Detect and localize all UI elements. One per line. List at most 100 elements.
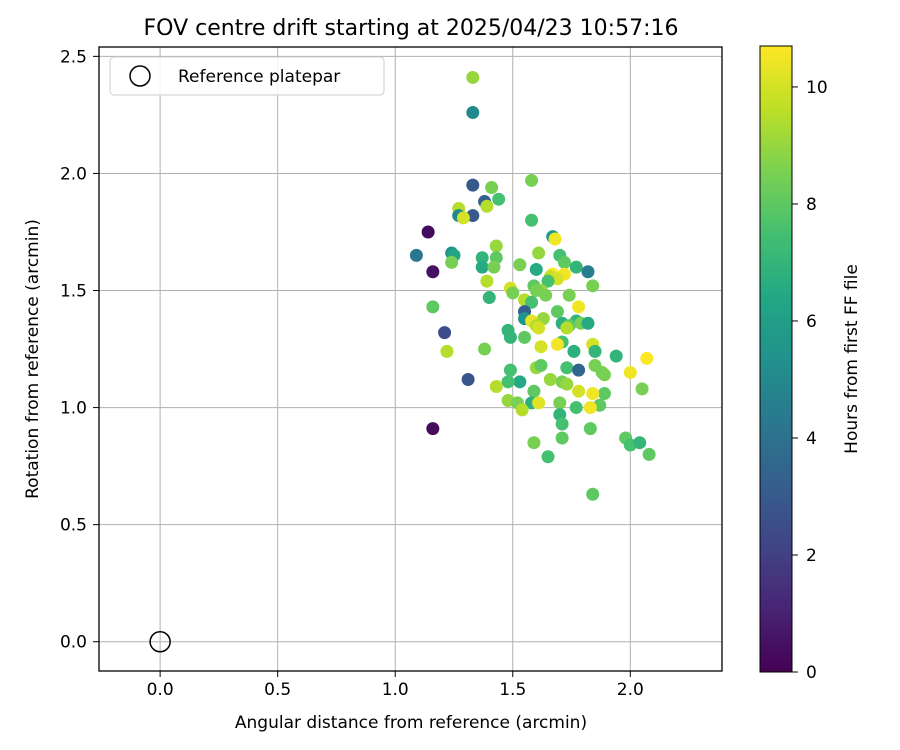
data-point: [560, 377, 574, 391]
data-point: [489, 380, 503, 394]
data-point: [440, 344, 454, 358]
data-point: [553, 396, 567, 410]
data-point: [409, 248, 423, 262]
data-point: [560, 361, 574, 375]
data-point: [550, 337, 564, 351]
data-point: [635, 382, 649, 396]
x-tick-label: 2.0: [617, 680, 644, 700]
data-point: [466, 106, 480, 120]
plot-frame: [98, 46, 723, 672]
data-point: [525, 295, 539, 309]
data-point: [489, 239, 503, 253]
data-point: [503, 363, 517, 377]
data-point: [525, 173, 539, 187]
data-point: [506, 286, 520, 300]
data-point: [532, 321, 546, 335]
data-point: [534, 340, 548, 354]
legend-label: Reference platepar: [178, 67, 340, 87]
data-point: [456, 211, 470, 225]
data-point: [557, 255, 571, 269]
data-point: [532, 246, 546, 260]
data-point: [466, 70, 480, 84]
x-tick-label: 0.5: [264, 680, 291, 700]
data-point: [518, 330, 532, 344]
data-point: [501, 375, 515, 389]
data-point: [569, 260, 583, 274]
colorbar-tick-label: 2: [806, 546, 817, 566]
y-tick-label: 2.5: [60, 47, 87, 67]
data-point: [543, 372, 557, 386]
data-point: [567, 344, 581, 358]
x-axis-label: Angular distance from reference (arcmin): [235, 713, 587, 733]
data-point: [548, 232, 562, 246]
colorbar-tick-label: 6: [806, 312, 817, 332]
data-point: [583, 401, 597, 415]
x-tick-label: 0.0: [147, 680, 174, 700]
data-point: [426, 422, 440, 436]
data-point: [539, 288, 553, 302]
data-point: [588, 344, 602, 358]
data-point: [503, 330, 517, 344]
x-tick-label: 1.0: [382, 680, 409, 700]
data-point: [466, 178, 480, 192]
data-point: [515, 403, 529, 417]
chart-title: FOV centre drift starting at 2025/04/23 …: [144, 16, 679, 41]
data-point: [609, 349, 623, 363]
colorbar-tick-label: 0: [806, 663, 817, 683]
data-point: [527, 436, 541, 450]
data-point: [426, 300, 440, 314]
data-point: [475, 260, 489, 274]
colorbar-ticks: 0 2 4 6 8 10: [792, 78, 828, 683]
data-point: [527, 384, 541, 398]
data-point: [513, 375, 527, 389]
data-point: [583, 422, 597, 436]
data-point: [560, 321, 574, 335]
data-point: [550, 305, 564, 319]
data-point: [541, 450, 555, 464]
data-point: [482, 291, 496, 305]
data-point: [586, 387, 600, 401]
data-point: [529, 262, 543, 276]
y-axis-label: Rotation from reference (arcmin): [23, 219, 43, 499]
data-point: [461, 372, 475, 386]
data-point: [475, 251, 489, 265]
data-point: [426, 265, 440, 279]
y-axis-ticks: 0.0 0.5 1.0 1.5 2.0 2.5: [60, 47, 99, 653]
colorbar-tick-label: 4: [806, 429, 817, 449]
data-point: [581, 316, 595, 330]
data-point: [445, 255, 459, 269]
data-point: [597, 387, 611, 401]
y-tick-label: 1.0: [60, 399, 87, 419]
data-point: [513, 258, 527, 272]
data-point: [597, 368, 611, 382]
data-point: [492, 192, 506, 206]
data-point: [478, 342, 492, 356]
data-point: [569, 401, 583, 415]
data-point: [525, 213, 539, 227]
data-point: [555, 417, 569, 431]
colorbar: [759, 45, 793, 673]
data-point: [572, 384, 586, 398]
data-point: [581, 265, 595, 279]
legend: Reference platepar: [109, 56, 385, 96]
y-tick-label: 2.0: [60, 164, 87, 184]
x-tick-label: 1.5: [499, 680, 526, 700]
legend-box: [109, 56, 385, 96]
data-point: [485, 180, 499, 194]
data-point: [487, 260, 501, 274]
colorbar-tick-label: 10: [806, 78, 828, 98]
data-point: [532, 396, 546, 410]
data-point: [640, 351, 654, 365]
data-point: [421, 225, 435, 239]
legend-marker: [129, 65, 151, 87]
data-point: [534, 358, 548, 372]
data-point: [586, 487, 600, 501]
data-point: [541, 274, 555, 288]
reference-marker: [149, 630, 171, 653]
data-point: [562, 288, 576, 302]
data-point: [642, 447, 656, 461]
data-point: [480, 274, 494, 288]
y-tick-label: 0.5: [60, 516, 87, 536]
